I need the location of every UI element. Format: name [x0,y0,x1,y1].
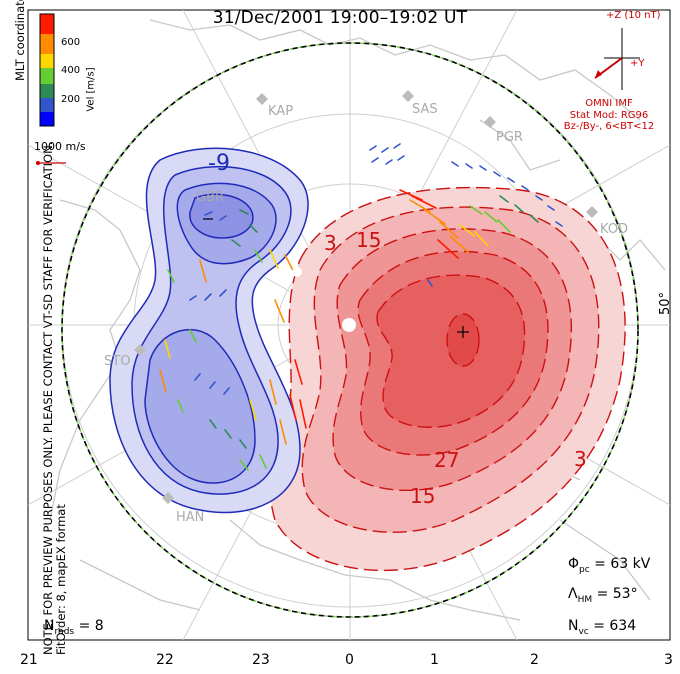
latitude-label: 50° [658,291,674,316]
station-label: PGR [496,130,523,145]
imf-condition-label: Bz-/By-, 6<BT<12 [563,121,655,132]
colorbar-tick: 400 [61,65,81,76]
mlt-tick: 1 [430,652,439,668]
negative-cell [109,147,309,514]
mlt-tick: 22 [156,652,174,668]
contour-label: 15 [356,228,381,252]
station-label: KOD [600,222,629,237]
contour-label: -9 [208,151,230,176]
mlt-tick: 21 [20,652,38,668]
pole-marker [342,318,356,332]
hm-latitude: ΛHM = 53° [568,586,638,605]
station-markers [134,90,598,504]
extrema-markers [203,218,469,338]
cross-polar-potential-value: = 63 kV [594,556,651,572]
hm-latitude-value: = 53° [596,586,638,602]
imf-y-label: +Y [630,58,645,69]
mlt-tick: 3 [664,652,673,668]
station-label: SAS [412,102,438,117]
contour-label: 27 [434,448,459,472]
imf-info: OMNI IMF Stat Mod: RG96 Bz-/By-, 6<BT<12 [548,98,670,133]
reference-vector-label: 1000 m/s [34,140,86,153]
contour-label: 15 [410,484,435,508]
radar-count-value: = 8 [78,618,104,634]
station-label: HAN [176,510,205,525]
cross-polar-potential: Φpc = 63 kV [568,556,651,575]
radar-count: Nrads = 8 [44,618,104,637]
station-label: STO [104,354,131,369]
station-label: KAP [268,104,294,119]
preview-note-line2: FitOrder: 8, mapEX format [54,504,68,655]
colorbar-label: Vel [m/s] [85,67,97,112]
velocity-vectors [159,143,563,471]
mlt-tick: 23 [252,652,270,668]
contour-label: 3 [574,447,587,471]
contour-label: 3 [324,231,337,255]
velocity-colorbar [39,13,55,127]
preview-note: NOTE: FOR PREVIEW PURPOSES ONLY. PLEASE … [41,15,68,655]
imf-model-label: OMNI IMF [585,98,633,109]
stat-model-label: Stat Mod: RG96 [569,109,649,121]
positive-cell [269,186,626,572]
mlt-tick: 2 [530,652,539,668]
mlt-tick: 0 [345,652,354,668]
colorbar-tick: 200 [61,94,81,105]
coordinate-system-label: MLT coordinates [13,0,27,81]
colorbar-tick: 600 [61,37,81,48]
page-title: 31/Dec/2001 19:00–19:02 UT [212,8,468,28]
vector-count: Nvc = 634 [568,618,637,637]
imf-title: +Z (10 nT) [606,10,661,21]
vector-count-value: = 634 [593,618,637,634]
station-label: GBR [196,190,225,205]
